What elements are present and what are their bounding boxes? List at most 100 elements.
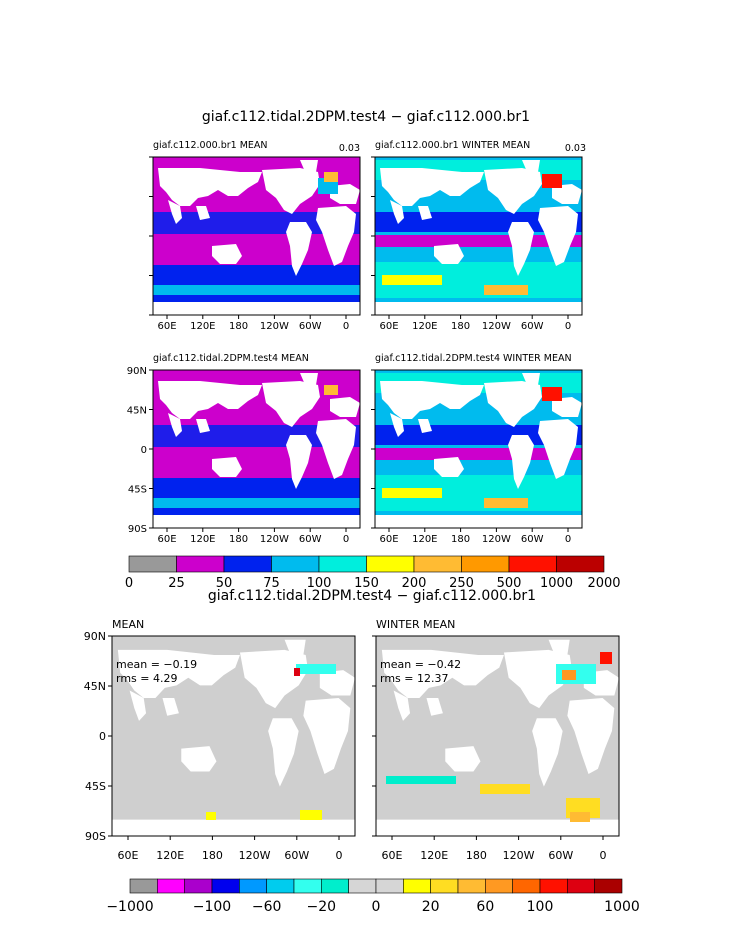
- panel-p4: giaf.c112.tidal.2DPM.test4 WINTER MEAN: [374, 353, 583, 529]
- colorbar-label: 250: [449, 576, 474, 591]
- panel-d1: MEAN mean = −0.19 rms = 4.29: [111, 618, 356, 837]
- colorbar-swatch: [485, 878, 513, 894]
- bottom-title: giaf.c112.tidal.2DPM.test4 − giaf.c112.0…: [208, 588, 536, 604]
- top-title: giaf.c112.tidal.2DPM.test4 − giaf.c112.0…: [202, 109, 530, 125]
- colorbar-swatch: [556, 555, 605, 573]
- y-tick-label: 45S: [85, 780, 106, 793]
- x-tick-label: 120W: [482, 534, 511, 545]
- colorbar-label: 75: [263, 576, 280, 591]
- colorbar-swatch: [348, 878, 377, 894]
- patch-red: [600, 652, 612, 664]
- colorbar-label: 100: [307, 576, 332, 591]
- colorbar-swatch: [318, 555, 367, 573]
- colorbar-swatch: [223, 555, 272, 573]
- colorbar-swatch: [461, 555, 510, 573]
- colorbar-swatch: [430, 878, 459, 894]
- colorbar-swatch: [512, 878, 541, 894]
- patch-nordic: [324, 385, 338, 395]
- patch-orange: [562, 670, 576, 680]
- mean-value: mean = −0.42: [380, 658, 461, 671]
- colorbar-bottom: −1000 −100 −60 −20 0 20 60 100 1000: [106, 878, 640, 915]
- patch-yellow: [484, 498, 528, 508]
- colorbar-label: 150: [354, 576, 379, 591]
- colorbar-swatch: [539, 878, 568, 894]
- x-tick-label: 60W: [521, 321, 544, 332]
- colorbar-swatch: [176, 555, 225, 573]
- x-tick-label: 60W: [299, 321, 322, 332]
- colorbar-label: 20: [422, 899, 440, 915]
- top-axes: 60E 120E 180 120W 60W 0 60E 120E 180 120W 60W 0 60E 1…: [127, 156, 571, 545]
- y-tick-label: 45S: [128, 485, 147, 496]
- x-tick-label: 120E: [412, 534, 437, 545]
- colorbar-label: 200: [402, 576, 427, 591]
- x-tick-label: 180: [229, 321, 248, 332]
- colorbar-swatch: [403, 878, 431, 894]
- patch-red: [294, 668, 300, 676]
- colorbar-swatch: [413, 555, 462, 573]
- colorbar-label: 0: [372, 899, 381, 915]
- patch-yellow: [382, 275, 442, 285]
- x-tick-label: 120W: [239, 849, 271, 862]
- y-tick-label: 45N: [84, 680, 106, 693]
- panel-label: MEAN: [112, 618, 144, 631]
- y-tick-label: 90N: [84, 630, 106, 643]
- x-tick-label: 60W: [284, 849, 309, 862]
- y-tick-label: 45N: [127, 406, 147, 417]
- x-tick-label: 60E: [157, 534, 176, 545]
- x-tick-label: 120W: [482, 321, 511, 332]
- panel-p2: giaf.c112.000.br1 WINTER MEAN 0.03: [374, 140, 586, 316]
- patch-yellow: [382, 488, 442, 498]
- y-tick-label: 0: [99, 730, 106, 743]
- x-tick-label: 120W: [260, 534, 289, 545]
- colorbar-swatch: [128, 555, 177, 573]
- colorbar-swatch: [211, 878, 240, 894]
- panel-corner-value: 0.03: [565, 143, 586, 154]
- x-tick-label: 0: [336, 849, 343, 862]
- x-tick-label: 120E: [412, 321, 437, 332]
- patch-yellow: [206, 812, 216, 820]
- panel-d2: WINTER MEAN mean = −0.42 rms = 12.37: [375, 618, 620, 837]
- band-arctic: [153, 157, 360, 165]
- x-tick-label: 120E: [190, 321, 215, 332]
- x-tick-label: 60E: [379, 534, 398, 545]
- colorbar-swatch: [321, 878, 349, 894]
- x-tick-label: 180: [466, 849, 487, 862]
- rms-value: rms = 12.37: [380, 672, 448, 685]
- x-tick-label: 0: [565, 321, 571, 332]
- colorbar-swatch: [266, 878, 295, 894]
- colorbar-label: −20: [307, 899, 337, 915]
- colorbar-top: 0 25 50 75 100 150 200 250 500 1000 2000: [125, 555, 621, 591]
- x-tick-label: 180: [451, 321, 470, 332]
- colorbar-swatch: [457, 878, 486, 894]
- x-tick-label: 60W: [521, 534, 544, 545]
- band-antarctic: [153, 285, 360, 295]
- colorbar-swatch: [567, 878, 595, 894]
- x-tick-label: 60E: [382, 849, 403, 862]
- colorbar-label: 60: [476, 899, 494, 915]
- y-tick-label: 90S: [85, 830, 106, 843]
- patch-yellow: [484, 285, 528, 295]
- colorbar-swatch: [129, 878, 158, 894]
- x-tick-label: 60E: [118, 849, 139, 862]
- colorbar-swatch: [184, 878, 213, 894]
- x-tick-label: 0: [343, 534, 349, 545]
- mean-value: mean = −0.19: [116, 658, 197, 671]
- x-tick-label: 120E: [420, 849, 448, 862]
- colorbar-label: 25: [168, 576, 185, 591]
- bottom-axes: 60E 120E 180 120W 60W 0 90N 45N 0 45S 90S 60E 120E 18…: [84, 630, 607, 862]
- panel-label: giaf.c112.000.br1 MEAN: [153, 140, 268, 151]
- x-tick-label: 60E: [157, 321, 176, 332]
- colorbar-label: 1000: [604, 899, 640, 915]
- x-tick-label: 0: [343, 321, 349, 332]
- x-tick-label: 180: [229, 534, 248, 545]
- band-antarctic: [153, 498, 360, 508]
- patch-nordic: [542, 174, 562, 188]
- colorbar-swatch: [239, 878, 267, 894]
- rms-value: rms = 4.29: [116, 672, 177, 685]
- panel-corner-value: 0.03: [339, 143, 360, 154]
- panel-label: giaf.c112.000.br1 WINTER MEAN: [375, 140, 530, 151]
- y-tick-label: 0: [141, 445, 147, 456]
- x-tick-label: 0: [600, 849, 607, 862]
- colorbar-label: −100: [193, 899, 231, 915]
